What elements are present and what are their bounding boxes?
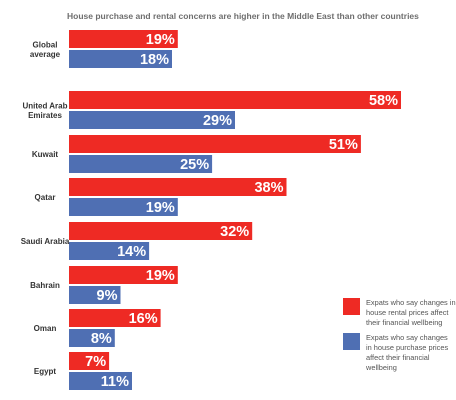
bar-rental-6 — [69, 309, 161, 327]
data-label-purchase-3: 19% — [146, 200, 175, 216]
data-label-rental-5: 19% — [146, 268, 175, 284]
legend-item-purchase: Expats who say changes in house purchase … — [343, 333, 455, 377]
bar-rental-3 — [69, 178, 287, 196]
data-label-purchase-1: 29% — [203, 113, 232, 129]
bar-rental-7 — [69, 352, 110, 370]
legend-label-purchase: Expats who say changes in house purchase … — [366, 333, 449, 372]
bar-purchase-3 — [69, 198, 178, 216]
data-label-rental-4: 32% — [220, 224, 249, 240]
data-label-purchase-5: 9% — [97, 288, 118, 304]
category-label-6: Oman — [34, 324, 57, 333]
data-label-rental-1: 58% — [369, 93, 398, 109]
legend-label-rental: Expats who say changes in house rental pr… — [366, 298, 456, 327]
bar-rental-2 — [69, 135, 361, 153]
category-label-5: Bahrain — [30, 281, 60, 290]
bar-rental-1 — [69, 91, 401, 109]
chart-title: House purchase and rental concerns are h… — [67, 11, 419, 21]
category-label-7: Egypt — [34, 367, 57, 376]
data-label-rental-2: 51% — [329, 137, 358, 153]
bar-purchase-2 — [69, 155, 213, 173]
category-label-3: Qatar — [35, 193, 56, 202]
bar-rental-0 — [69, 30, 178, 48]
data-label-purchase-4: 14% — [117, 244, 146, 260]
bar-purchase-5 — [69, 286, 121, 304]
data-label-purchase-6: 8% — [91, 331, 112, 347]
category-label-1: United Arab Emirates — [22, 101, 67, 120]
data-label-rental-0: 19% — [146, 32, 175, 48]
bar-rental-4 — [69, 222, 253, 240]
legend-item-rental: Expats who say changes in house rental pr… — [343, 298, 456, 332]
bar-purchase-4 — [69, 242, 150, 260]
data-label-rental-7: 7% — [85, 354, 106, 370]
data-label-purchase-2: 25% — [180, 157, 209, 173]
bar-rental-5 — [69, 266, 178, 284]
data-label-rental-3: 38% — [254, 180, 283, 196]
category-label-2: Kuwait — [32, 150, 59, 159]
bar-purchase-0 — [69, 50, 172, 68]
category-label-0: Global average — [30, 40, 61, 59]
data-label-purchase-7: 11% — [101, 374, 129, 390]
category-labels: Global average United Arab Emirates Kuwait Qa… — [21, 40, 70, 376]
legend-swatch-rental — [343, 298, 360, 315]
bar-purchase-7 — [69, 372, 132, 390]
category-label-4: Saudi Arabia — [21, 237, 70, 246]
bars-group: 19%18%58%29%51%25%38%19%32%14%19%9%16%8%… — [69, 30, 401, 390]
bar-purchase-6 — [69, 329, 115, 347]
data-label-rental-6: 16% — [129, 311, 158, 327]
bar-purchase-1 — [69, 111, 235, 129]
legend-swatch-purchase — [343, 333, 360, 350]
data-label-purchase-0: 18% — [140, 52, 169, 68]
